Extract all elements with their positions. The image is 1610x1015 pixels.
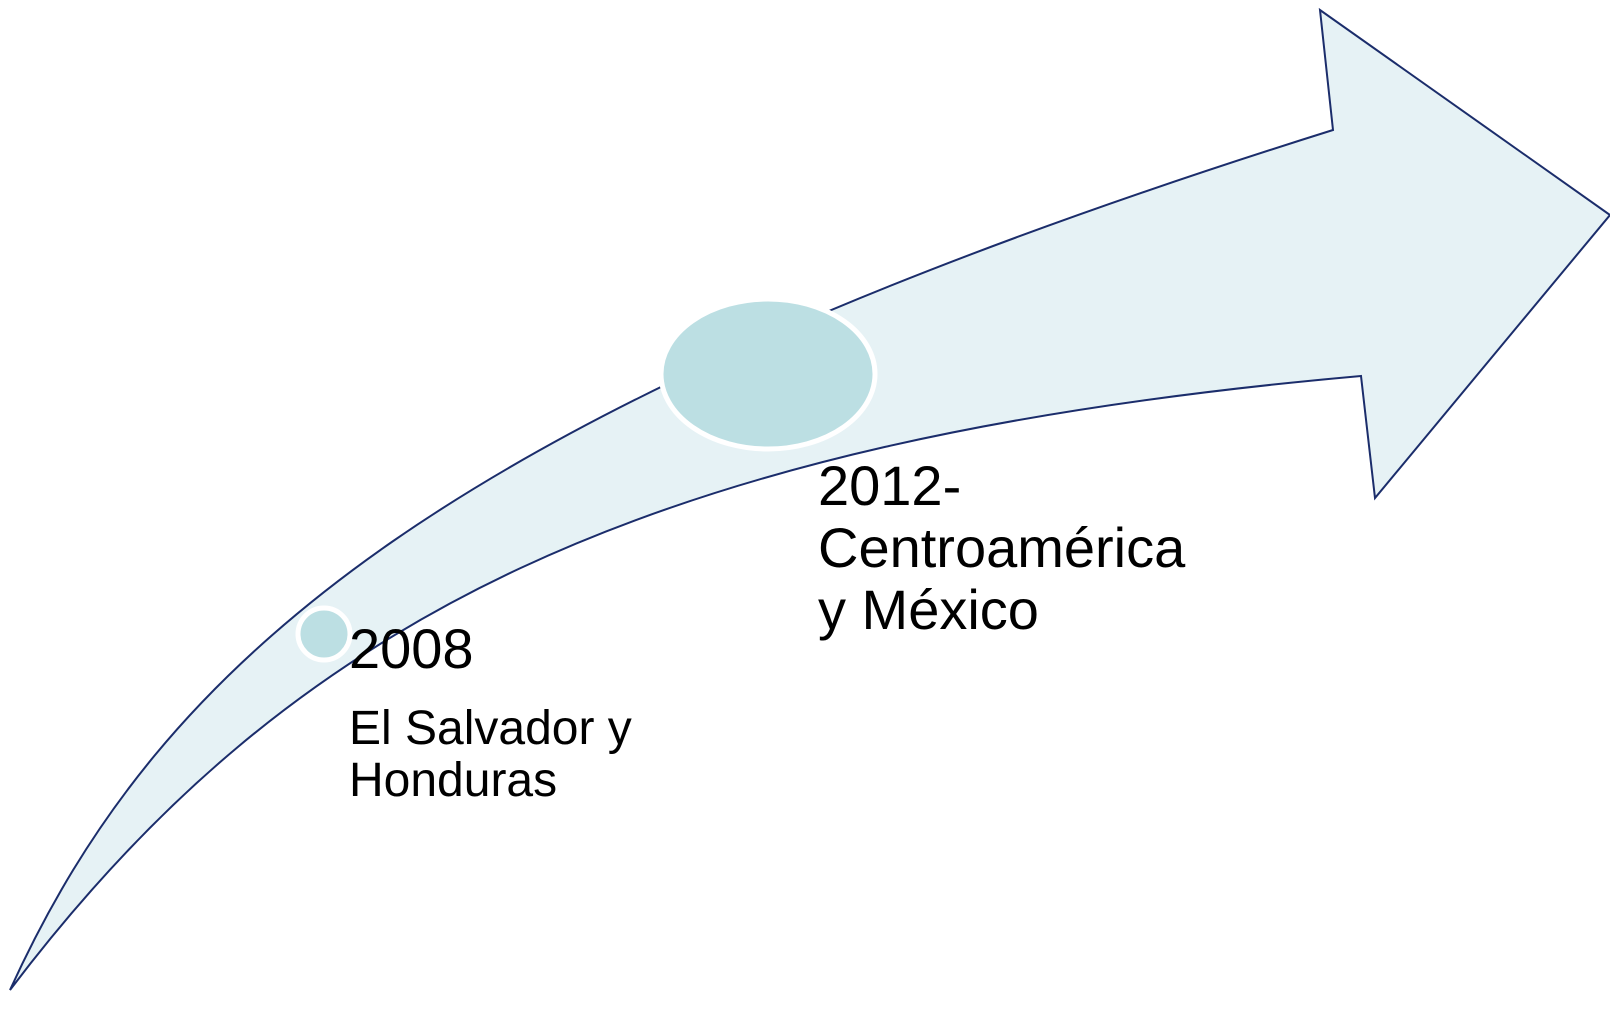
milestone-2008-detail: El Salvador y Honduras bbox=[349, 702, 632, 807]
milestone-2008-year: 2008 bbox=[349, 617, 474, 680]
milestone-2012-label: 2012- Centroamérica y México bbox=[818, 454, 1186, 641]
milestone-marker-2012 bbox=[658, 296, 878, 452]
milestone-marker-2008 bbox=[295, 605, 353, 663]
curved-arrow bbox=[9, 7, 1610, 991]
